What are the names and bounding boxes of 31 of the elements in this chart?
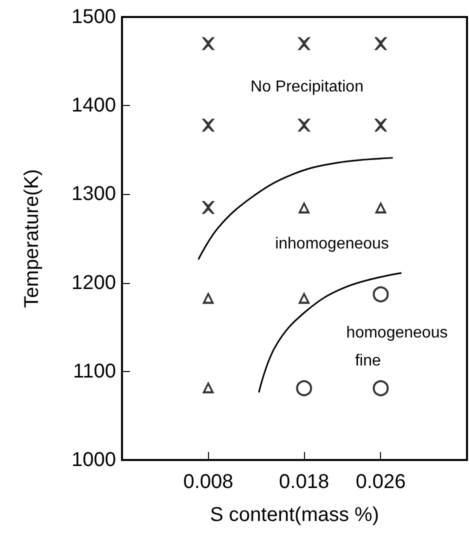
point (372, 286, 389, 302)
annotation: homogeneous (346, 324, 448, 342)
annotation: inhomogeneous (275, 236, 389, 252)
point (372, 380, 389, 396)
y-tick-label: 1500 (72, 6, 116, 28)
x-tick-label: 0.018 (279, 471, 330, 493)
y-tick-label: 1000 (72, 449, 116, 471)
point (202, 118, 215, 132)
annotation: No Precipitation (250, 78, 364, 96)
point (202, 200, 215, 214)
x-axis-title: S content(mass %) (210, 504, 379, 526)
point (374, 118, 388, 132)
annotation: fine (355, 352, 381, 370)
x-tick-label: 0.026 (356, 471, 406, 493)
point (202, 381, 214, 394)
point (374, 201, 387, 214)
x-tick-label: 0.008 (183, 471, 234, 493)
point (296, 380, 312, 396)
point (298, 118, 311, 132)
y-tick-label: 1100 (72, 360, 116, 382)
y-tick-label: 1200 (72, 272, 116, 294)
point (374, 37, 388, 50)
y-tick-label: 1300 (72, 183, 116, 206)
point (298, 292, 310, 304)
point (298, 37, 311, 50)
line-series (198, 157, 394, 260)
point (202, 37, 215, 50)
point (202, 292, 214, 304)
y-tick-label: 1400 (72, 94, 116, 117)
y-axis-title: Temperature(K) (21, 169, 43, 308)
point (298, 201, 310, 214)
